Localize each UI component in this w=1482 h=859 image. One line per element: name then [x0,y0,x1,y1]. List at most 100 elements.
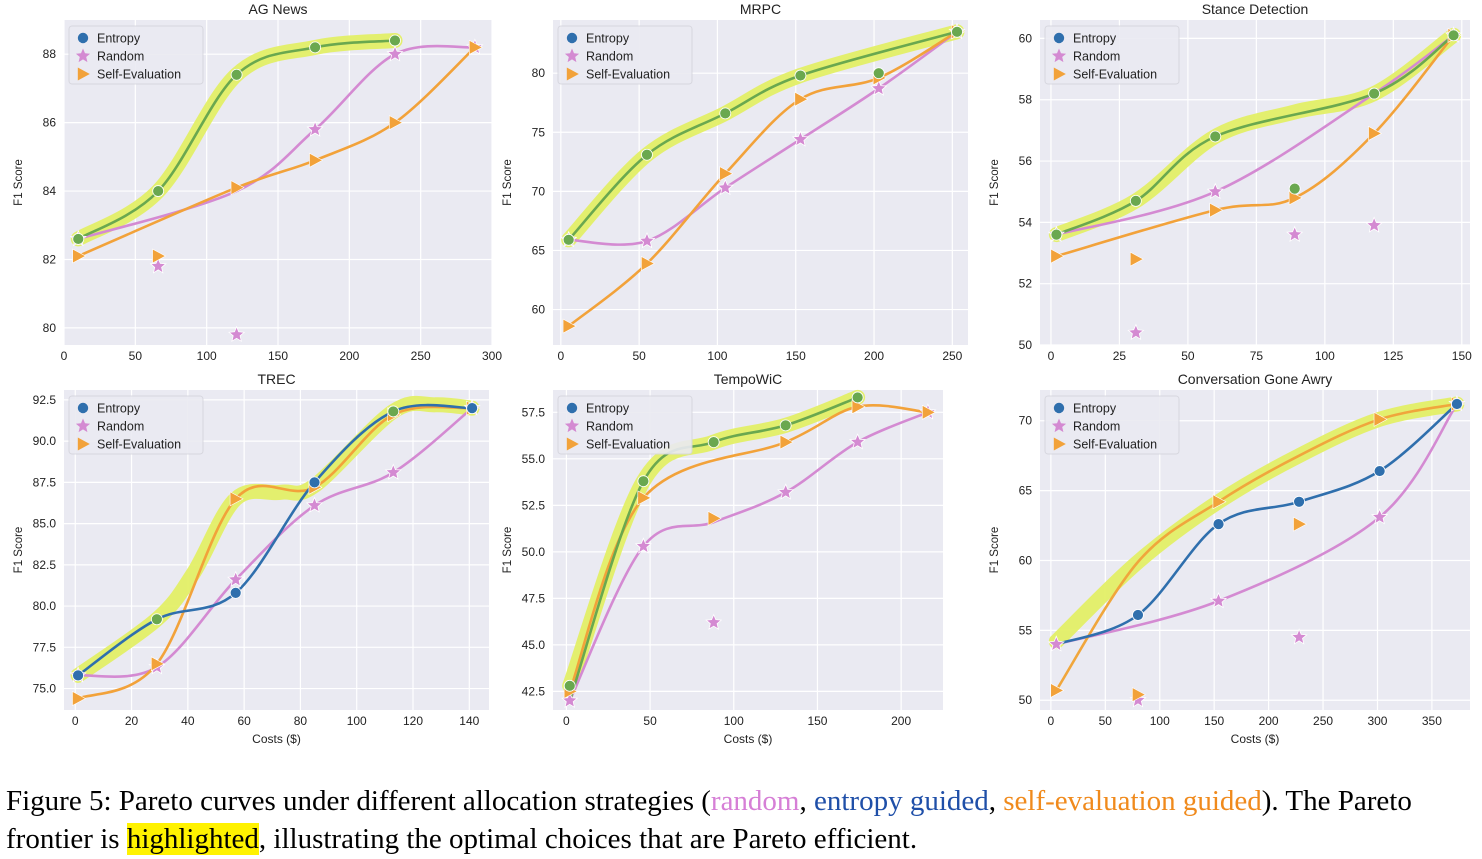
caption-random: random [710,785,800,817]
chart-title: TREC [257,371,295,387]
data-point-entropy [229,586,242,599]
data-point-entropy [1288,182,1301,195]
data-point-self-evaluation [922,404,936,420]
data-point-random [149,257,167,274]
y-tick-label: 50.0 [522,545,546,559]
y-tick-label: 55.0 [522,452,546,466]
x-axis-label: Costs ($) [252,732,301,746]
x-tick-label: 0 [1048,349,1055,363]
y-tick-label: 42.5 [522,684,546,698]
legend-label-entropy: Entropy [97,402,141,416]
legend-entropy-icon [566,32,578,44]
x-tick-label: 0 [563,714,570,728]
x-tick-label: 200 [1259,714,1279,728]
chart-title: Conversation Gone Awry [1178,371,1333,387]
legend-label-self: Self-Evaluation [1073,68,1157,82]
x-tick-label: 150 [268,349,288,363]
x-tick-label: 75 [1250,349,1264,363]
x-tick-label: 350 [1422,714,1442,728]
pareto-frontier-highlight [70,395,480,683]
legend-label-random: Random [586,50,633,64]
data-point-self-evaluation [1132,687,1146,703]
data-point-entropy [779,419,792,432]
data-point-entropy [1212,518,1225,531]
y-axis-label: F1 Score [502,159,514,206]
data-point-entropy [1129,194,1142,207]
y-tick-label: 45.0 [522,638,546,652]
x-tick-label: 100 [1150,714,1170,728]
legend-entropy-icon [77,402,89,414]
data-point-random [705,613,723,630]
data-point-entropy [1451,398,1463,410]
y-tick-label: 55 [1019,623,1033,637]
x-tick-label: 140 [459,714,479,728]
y-tick-label: 80.0 [33,599,57,613]
x-tick-label: 50 [129,349,143,363]
y-tick-label: 75.0 [33,682,57,696]
x-tick-label: 120 [403,714,423,728]
y-tick-label: 56 [1019,154,1033,168]
x-tick-label: 125 [1383,349,1403,363]
x-axis-label: Costs ($) [724,732,773,746]
data-point-self-evaluation [779,434,794,450]
legend-self-icon [77,437,90,451]
legend-box [1044,395,1180,455]
x-tick-label: 100 [724,714,744,728]
data-point-self-evaluation [719,166,734,182]
data-point-random [638,231,656,249]
legend-entropy-icon [566,402,578,414]
caption-self: self-evaluation guided [1003,785,1262,817]
legend-self-icon [1053,437,1066,451]
data-point-entropy [637,475,650,488]
data-point-self-evaluation [1368,125,1383,141]
y-tick-label: 70 [1019,414,1033,428]
x-tick-label: 20 [125,714,139,728]
data-point-self-evaluation [1050,682,1065,698]
legend-box [68,395,204,455]
data-point-entropy [152,185,165,197]
chart-panel-4: 0 20 40 60 80 100 120 140 75.0 77.5 80.0 82.5 85.0 87… [13,371,489,746]
legend-box [557,25,693,85]
data-point-self-evaluation [1373,411,1388,427]
legend-label-self: Self-Evaluation [97,68,181,82]
chart-panel-2: 0 50 100 150 200 250 60 65 70 75 80 MRPC F1 Score Ent… [502,1,968,363]
data-point-self-evaluation [150,656,165,672]
data-point-entropy [308,476,321,489]
data-point-entropy [1050,228,1063,241]
data-point-random [306,120,324,137]
data-point-random [1290,628,1308,645]
data-point-entropy [719,107,732,120]
data-point-entropy [872,67,885,80]
y-tick-label: 70 [532,184,546,198]
y-tick-label: 60 [532,303,546,317]
data-point-self-evaluation [637,490,652,506]
y-tick-label: 75 [532,125,546,139]
data-point-entropy [309,41,321,54]
data-point-entropy [1132,609,1144,621]
data-point-self-evaluation [389,115,403,131]
data-point-random [386,45,404,62]
data-point-self-evaluation [230,180,245,196]
legend-random-icon [564,48,580,63]
y-tick-label: 86 [43,116,57,130]
y-axis-label: F1 Score [13,159,25,206]
data-point-self-evaluation [152,248,167,264]
legend-label-entropy: Entropy [1073,402,1117,416]
legend-label-entropy: Entropy [97,32,141,46]
x-tick-label: 50 [1181,349,1195,363]
series-line-random [1055,34,1455,236]
x-tick-label: 60 [237,714,251,728]
data-point-entropy [1293,495,1305,508]
x-tick-label: 50 [643,714,657,728]
data-point-random [1047,635,1065,652]
y-tick-label: 92.5 [33,393,57,407]
x-tick-label: 50 [1099,714,1113,728]
legend-box [557,395,693,455]
legend-box [1044,25,1180,85]
data-point-random [634,537,652,554]
legend-random-icon [75,418,91,433]
y-tick-label: 54 [1019,215,1033,229]
data-point-random [870,79,888,96]
data-point-entropy [387,405,400,418]
